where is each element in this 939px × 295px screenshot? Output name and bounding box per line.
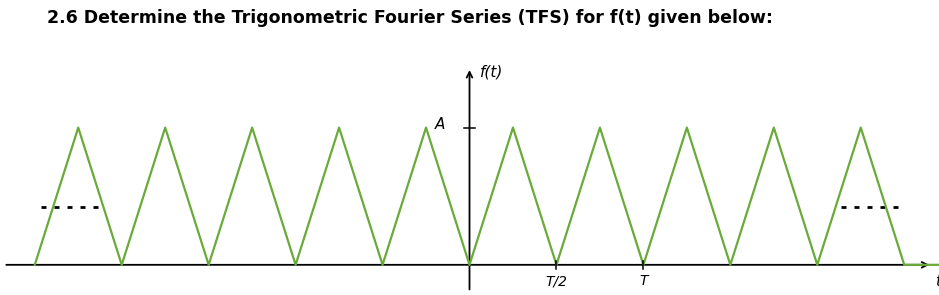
Text: 2.6 Determine the Trigonometric Fourier Series (TFS) for f(t) given below:: 2.6 Determine the Trigonometric Fourier … xyxy=(47,9,773,27)
Text: T: T xyxy=(639,274,648,289)
Text: f(t): f(t) xyxy=(480,65,503,79)
Text: T/2: T/2 xyxy=(546,274,567,289)
Text: A: A xyxy=(435,117,445,132)
Text: t: t xyxy=(935,274,939,289)
